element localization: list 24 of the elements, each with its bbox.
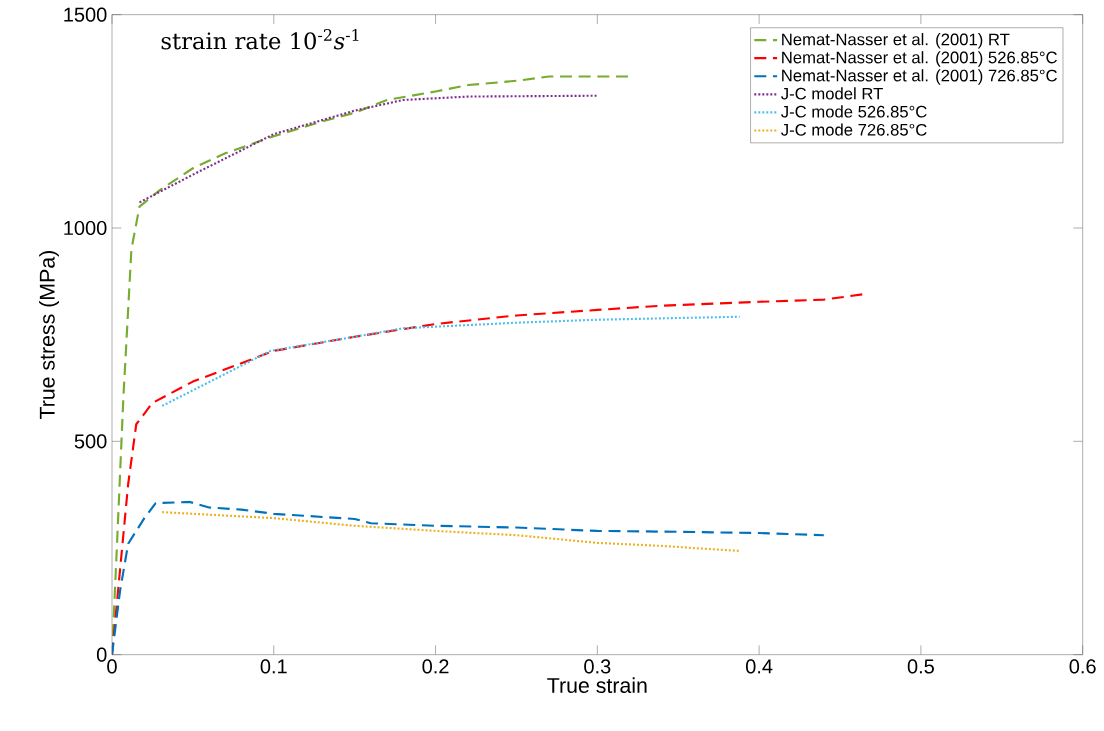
x-tick-label: 0.3 [584,659,611,674]
line-series [161,315,741,408]
x-tick-label: 0.5 [907,659,934,674]
legend-label: Nemat-Nasser et al. (2001) 526.85°C [782,51,1057,67]
x-tick-label: 0 [107,659,117,674]
y-tick-label: 500 [74,434,107,449]
line-series [161,511,741,553]
legend-label: Nemat-Nasser et al. (2001) 726.85°C [782,69,1057,85]
y-axis-title: True stress (MPa) [39,251,59,420]
x-tick-label: 0.6 [1069,659,1096,674]
legend-label: J-C mode 526.85°C [781,105,927,118]
legend-label: Nemat-Nasser et al. (2001) RT [782,33,1010,49]
legend-label: J-C mode 726.85°C [781,123,927,136]
y-tick-label: 1500 [64,7,107,22]
x-tick-label: 0.4 [745,659,773,674]
x-tick-label: 0.1 [260,659,287,674]
y-tick-label: 1000 [64,221,107,236]
legend-label: J-C model RT [781,87,883,100]
line-series [112,501,825,655]
x-tick-label: 0.2 [422,659,449,674]
annotation: strain rate 10$^{-2}$s$^{-1}$ [161,29,359,50]
line-series [138,94,599,204]
x-axis-title: True strain [547,677,647,694]
y-tick-label: 0 [96,647,107,662]
